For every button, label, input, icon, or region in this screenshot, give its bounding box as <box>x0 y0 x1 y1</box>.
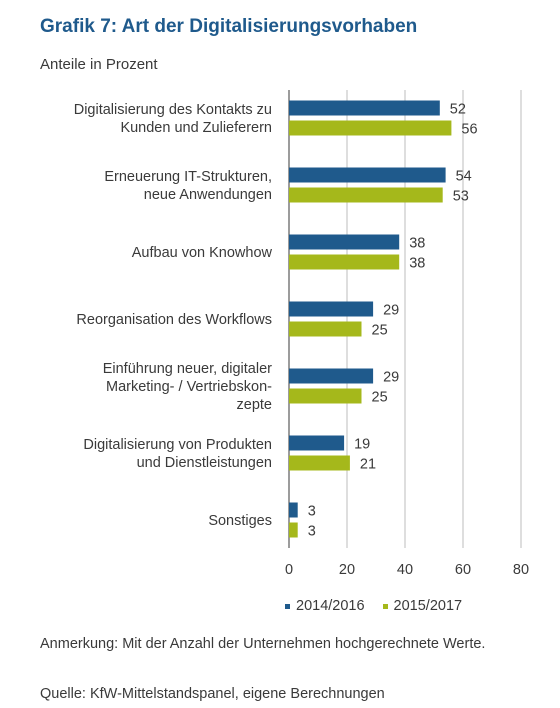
bar-series-1 <box>289 502 298 518</box>
bar-series-2 <box>289 388 362 404</box>
bar-series-2 <box>289 120 452 136</box>
category-label: neue Anwendungen <box>144 187 272 203</box>
legend-label-series-1: 2014/2016 <box>296 598 365 614</box>
category-label: Marketing- / Vertriebskon- <box>106 379 272 395</box>
data-label: 29 <box>383 370 399 386</box>
category-label: Reorganisation des Workflows <box>76 312 272 328</box>
category-label: zepte <box>237 397 272 413</box>
bar-series-1 <box>289 167 446 183</box>
bar-series-1 <box>289 100 440 116</box>
legend-label-series-2: 2015/2017 <box>393 598 463 614</box>
x-tick-label: 0 <box>285 562 293 578</box>
data-label: 3 <box>308 504 316 520</box>
chart-subtitle: Anteile in Prozent <box>40 56 158 73</box>
category-label: Erneuerung IT-Strukturen, <box>104 169 272 185</box>
chart-source: Quelle: KfW-Mittelstandspanel, eigene Be… <box>40 686 385 702</box>
legend: 2014/2016 2015/2017 <box>285 598 462 614</box>
legend-item-series-2: 2015/2017 <box>382 598 463 614</box>
bar-series-2 <box>289 455 350 471</box>
legend-swatch-series-1 <box>285 603 290 609</box>
bar-chart: 0 20 40 60 80 Digitalisierung des Kontakts zu… <box>74 90 529 578</box>
x-tick-label: 20 <box>339 562 355 578</box>
chart-title: Grafik 7: Art der Digitalisierungsvorhab… <box>40 16 418 37</box>
data-label: 38 <box>409 236 425 252</box>
bar-series-2 <box>289 522 298 538</box>
legend-swatch-series-2 <box>382 603 388 609</box>
data-label: 3 <box>308 524 316 540</box>
data-label: 19 <box>354 437 370 453</box>
category-label: Sonstiges <box>208 513 272 529</box>
bar-series-1 <box>289 368 374 384</box>
bar-series-1 <box>289 301 374 317</box>
data-label: 38 <box>409 256 425 272</box>
category-label: und Dienstleistungen <box>137 455 272 471</box>
bar-series-2 <box>289 321 362 337</box>
data-label: 21 <box>360 457 376 473</box>
data-label: 25 <box>372 390 388 406</box>
category-label: Digitalisierung von Produkten <box>83 437 272 453</box>
chart-note: Anmerkung: Mit der Anzahl der Unternehme… <box>40 636 486 652</box>
bar-series-1 <box>289 234 400 250</box>
data-label: 53 <box>453 189 469 205</box>
data-label: 56 <box>461 122 477 138</box>
x-tick-label: 40 <box>397 562 413 578</box>
x-tick-label: 80 <box>513 562 529 578</box>
data-label: 25 <box>372 323 388 339</box>
category-label: Kunden und Zulieferern <box>120 120 272 136</box>
data-label: 54 <box>456 169 472 185</box>
legend-item-series-1: 2014/2016 <box>285 598 365 614</box>
bar-series-1 <box>289 435 345 451</box>
data-label: 29 <box>383 303 399 319</box>
x-tick-label: 60 <box>455 562 471 578</box>
category-label: Aufbau von Knowhow <box>132 245 273 261</box>
bar-series-2 <box>289 187 443 203</box>
category-label: Einführung neuer, digitaler <box>103 361 272 377</box>
data-label: 52 <box>450 102 466 118</box>
bar-series-2 <box>289 254 400 270</box>
category-label: Digitalisierung des Kontakts zu <box>74 102 272 118</box>
